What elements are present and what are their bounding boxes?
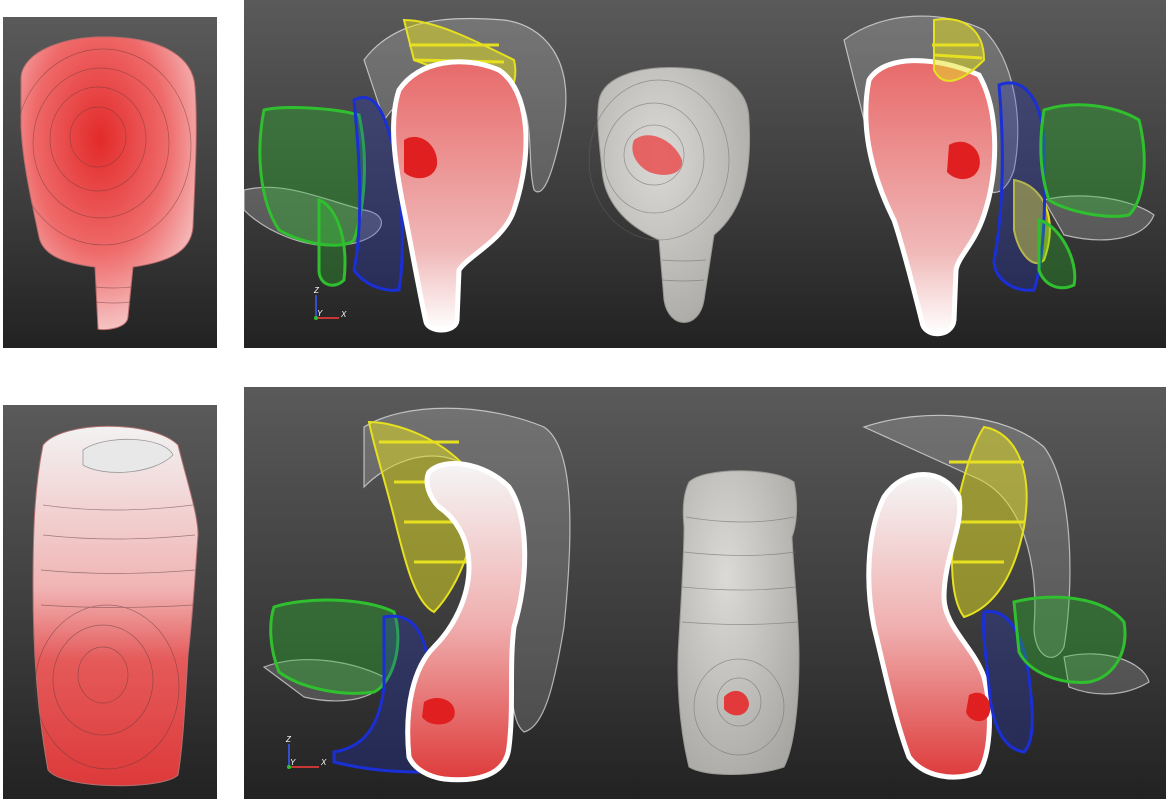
axis-triad-icon [287,744,319,769]
bottom-left-heatmap-panel [3,405,217,799]
axis-z-label: Z [313,286,320,295]
axis-triad-icon [314,295,339,320]
top-organ-heatmap [14,36,197,331]
lesion-left [422,697,455,725]
axis-y-label: Y [290,758,296,767]
axis-z-label: Z [285,735,292,744]
lesion-center [724,690,749,716]
top-left-heatmap-panel [3,17,217,348]
bottom-3d-view-panel: Z Y X [244,387,1166,799]
lesion-left [404,136,438,179]
lesion-right [947,141,980,180]
lesion-right [966,692,991,722]
axis-x-label: X [340,310,347,319]
lesion-center [632,135,683,175]
bottom-organ-heatmap [32,425,199,787]
top-3d-view-panel: Z Y X [244,0,1166,348]
axis-x-label: X [320,758,327,767]
top-3d-scene: Z Y X [244,15,1155,337]
axis-y-label: Y [317,309,323,318]
bottom-3d-scene: Z Y X [262,407,1150,783]
